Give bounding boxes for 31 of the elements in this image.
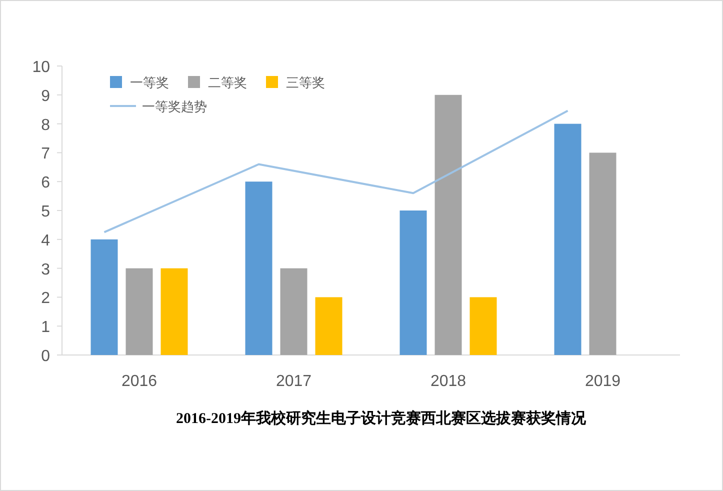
bar <box>245 182 272 355</box>
y-tick-label: 0 <box>41 348 50 365</box>
y-tick-label: 10 <box>32 59 50 76</box>
x-tick-label: 2016 <box>121 373 158 390</box>
legend-label: 三等奖 <box>286 75 325 90</box>
bar <box>434 94 462 355</box>
bar <box>554 124 582 355</box>
x-tick-label: 2018 <box>430 373 466 390</box>
bar <box>315 297 342 355</box>
y-tick-label: 1 <box>41 319 50 336</box>
bar <box>470 297 497 355</box>
bar <box>126 268 153 355</box>
y-tick-label: 8 <box>41 116 50 134</box>
legend-label: 二等奖 <box>208 75 247 90</box>
y-tick-label: 6 <box>41 174 50 192</box>
text: 2016-2019年我校研究生电子设计竞赛西北赛区选拔赛获奖情况 <box>176 409 587 427</box>
y-tick-label: 3 <box>41 261 50 278</box>
bar <box>90 239 118 355</box>
bar <box>280 268 308 355</box>
legend-label: 一等奖趋势 <box>142 99 207 114</box>
bar <box>400 210 427 355</box>
y-tick-label: 9 <box>41 88 50 105</box>
x-tick-label: 2017 <box>276 373 312 390</box>
y-tick-label: 5 <box>41 204 50 220</box>
y-tick-label: 4 <box>41 232 50 250</box>
x-tick-label: 2019 <box>584 373 621 390</box>
legend-label: 一等奖 <box>130 75 169 90</box>
bar <box>160 268 188 355</box>
y-tick-label: 2 <box>41 290 50 308</box>
y-tick-label: 7 <box>41 146 50 163</box>
bar <box>589 152 616 355</box>
